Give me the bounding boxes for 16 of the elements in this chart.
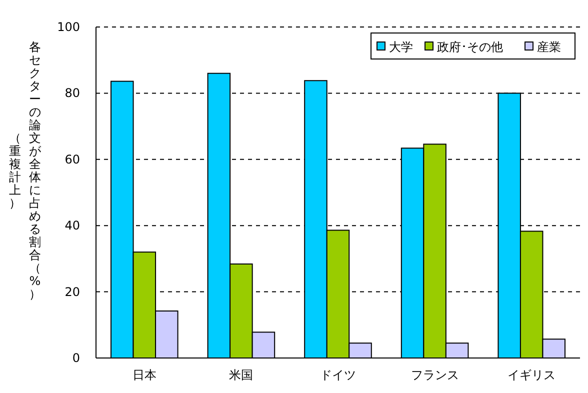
legend-label: 政府･その他 — [437, 40, 503, 54]
y-tick-label: 100 — [57, 20, 80, 34]
x-tick-label: ドイツ — [320, 368, 356, 382]
x-tick-label: 米国 — [229, 368, 254, 382]
y-tick-label: 80 — [64, 86, 80, 100]
y-tick-label: 40 — [64, 218, 80, 233]
x-tick-label: フランス — [410, 368, 459, 382]
y-tick-label: 60 — [64, 152, 80, 166]
x-tick-label: イギリス — [508, 368, 556, 382]
y-tick-label: 20 — [64, 284, 80, 299]
y-tick-label: 0 — [72, 351, 80, 365]
y-axis-title: （重複計上） — [9, 131, 21, 210]
x-tick-label: 日本 — [132, 368, 156, 382]
legend-label: 産業 — [537, 40, 561, 54]
y-axis-title: 各セクターの論文が全体に占める割合（%） — [29, 40, 41, 301]
legend-label: 大学 — [389, 40, 413, 54]
